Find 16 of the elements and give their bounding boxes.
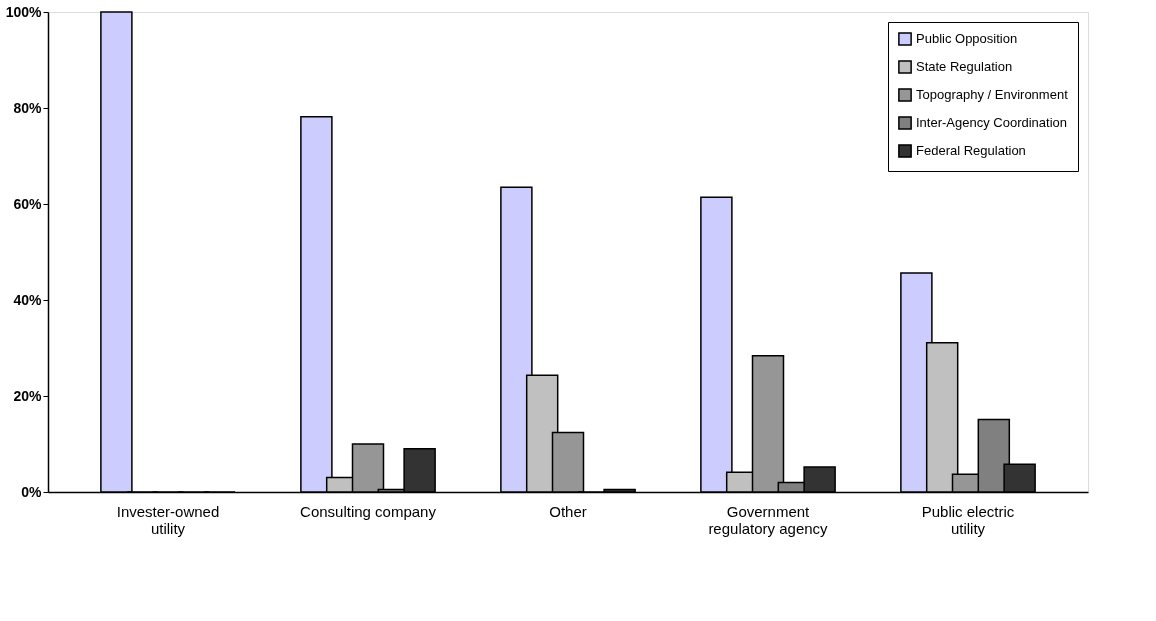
y-tick-label: 40% bbox=[13, 291, 43, 308]
y-tick-label: 20% bbox=[13, 387, 43, 404]
x-tick-label: Government regulatory agency bbox=[708, 502, 829, 537]
y-tick-label: 80% bbox=[13, 99, 43, 116]
legend-label: Topography / Environment bbox=[916, 87, 1069, 102]
y-tick-label: 60% bbox=[13, 195, 43, 212]
x-tick-label: Other bbox=[549, 502, 587, 520]
legend-label: Federal Regulation bbox=[916, 143, 1026, 158]
y-tick-label: 0% bbox=[21, 483, 43, 500]
legend-label: Public Opposition bbox=[916, 31, 1018, 46]
legend-label: Inter-Agency Coordination bbox=[916, 115, 1068, 130]
legend-label: State Regulation bbox=[916, 59, 1013, 74]
x-tick-label: Invester-owned utility bbox=[116, 502, 220, 537]
x-tick-label: Public electric utility bbox=[921, 502, 1015, 537]
y-tick-label: 100% bbox=[5, 3, 43, 20]
x-tick-label: Consulting company bbox=[300, 502, 437, 520]
